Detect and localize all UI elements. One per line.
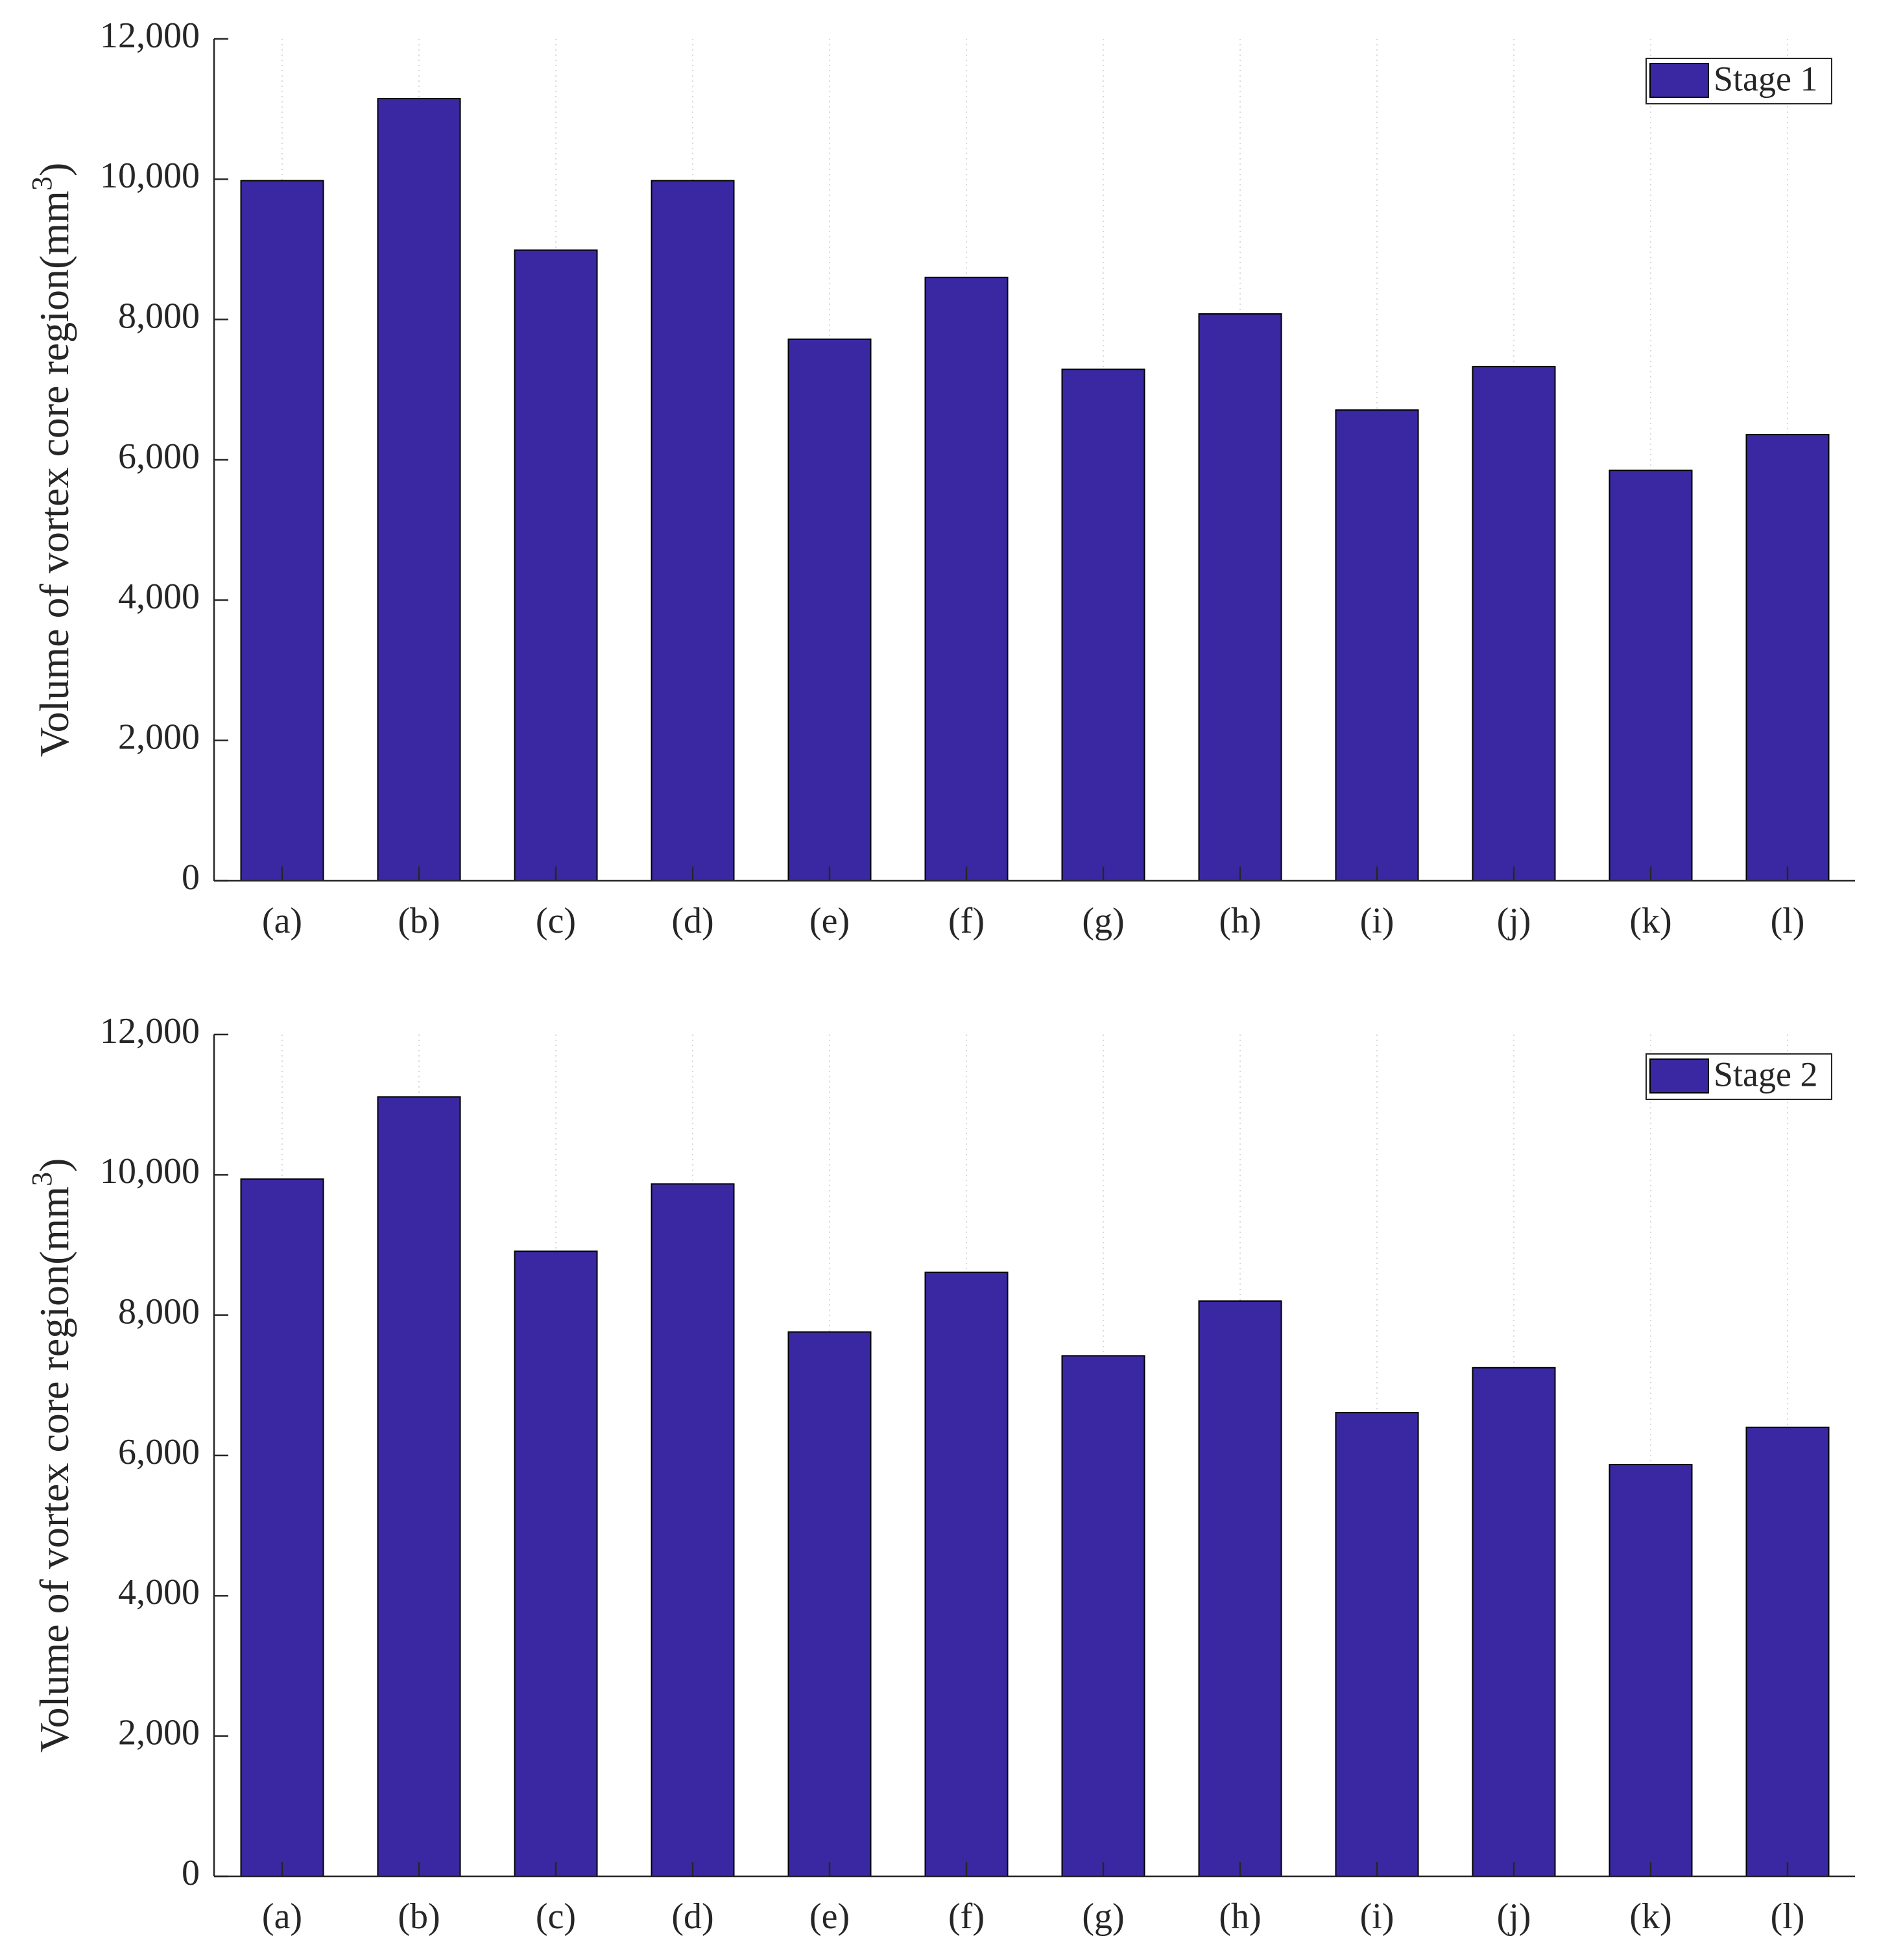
chart1-ytick-label: 12,000: [100, 16, 200, 56]
chart1-ytick-label: 4,000: [118, 577, 200, 617]
chart2-ylabel: Volume of vortex core region(mm3): [26, 1158, 77, 1753]
chart1-xtick-label: (c): [536, 901, 576, 941]
chart1-bar-k: [1609, 470, 1693, 881]
chart1-xtick-label: (i): [1360, 901, 1394, 941]
chart2-xtick-label: (b): [398, 1896, 440, 1937]
chart2-legend-swatch: [1649, 1058, 1709, 1094]
chart2-legend-label: Stage 2: [1714, 1055, 1817, 1094]
chart2-xtick-label: (i): [1360, 1896, 1394, 1937]
chart1-xtick-label: (b): [398, 901, 440, 941]
chart2-xtick-label: (e): [809, 1896, 850, 1937]
chart2-bar-j: [1472, 1367, 1556, 1878]
chart2-ylabel-sup: 3: [26, 1172, 58, 1186]
chart1-ytick-label: 8,000: [118, 296, 200, 337]
chart1-bar-h: [1198, 313, 1282, 882]
chart2-bar-e: [787, 1331, 872, 1878]
chart2-ytick-label: 8,000: [118, 1292, 200, 1332]
chart2-xtick-label: (h): [1219, 1896, 1261, 1937]
chart1-bar-f: [924, 276, 1009, 881]
chart2-bar-l: [1745, 1426, 1830, 1878]
chart1-bar-e: [787, 338, 872, 881]
chart1-ytick-label: 2,000: [118, 717, 200, 758]
chart1-xtick-label: (h): [1219, 901, 1261, 941]
chart2-bar-b: [377, 1096, 461, 1877]
chart2-bar-a: [240, 1178, 324, 1877]
chart1-ylabel-sup: 3: [26, 176, 58, 191]
chart2-ytick-label: 6,000: [118, 1432, 200, 1472]
chart2-bar-i: [1335, 1412, 1419, 1877]
chart1-bar-l: [1745, 434, 1830, 881]
chart1-ytick-label: 0: [182, 857, 200, 898]
chart2-bar-g: [1061, 1355, 1145, 1877]
chart2-xtick-label: (k): [1629, 1896, 1671, 1937]
chart1-bar-d: [651, 180, 735, 881]
chart1-xtick-label: (a): [262, 901, 302, 941]
chart1-panel: 0 2,000 4,000 6,000 8,000 10,000 12,000 (a) (b) (…: [26, 16, 1855, 941]
chart1-ylabel-main: Volume of vortex core region(mm: [31, 191, 77, 757]
chart2-ytick-label: 2,000: [118, 1713, 200, 1753]
chart1-ytick-label: 10,000: [100, 156, 200, 196]
chart2-panel: 0 2,000 4,000 6,000 8,000 10,000 12,000 (a) (b) (…: [26, 1011, 1855, 1937]
chart1-bar-j: [1472, 366, 1556, 881]
chart2-ytick-label: 12,000: [100, 1011, 200, 1051]
chart1-ylabel: Volume of vortex core region(mm3): [26, 163, 77, 758]
chart2-xtick-label: (f): [948, 1896, 985, 1937]
chart1-ytick-label: 6,000: [118, 436, 200, 477]
chart2-ytick-label: 0: [182, 1853, 200, 1893]
chart1-xtick-label: (j): [1497, 901, 1531, 941]
chart2-xtick-label: (d): [671, 1896, 713, 1937]
chart2-ylabel-main: Volume of vortex core region(mm: [31, 1186, 77, 1752]
chart2-bar-c: [514, 1250, 598, 1877]
chart1-xtick-label: (l): [1771, 901, 1805, 941]
chart1-xtick-label: (k): [1629, 901, 1671, 941]
chart1-legend: Stage 1: [1646, 58, 1832, 104]
chart2-bar-d: [651, 1183, 735, 1877]
chart1-xtick-label: (f): [948, 901, 985, 941]
chart1-bar-a: [240, 180, 324, 881]
chart2-ylabel-close: ): [31, 1158, 77, 1172]
chart2-xtick-label: (g): [1082, 1896, 1124, 1937]
chart2-ytick-label: 4,000: [118, 1572, 200, 1612]
chart1-bar-c: [514, 249, 598, 881]
chart1-bar-i: [1335, 409, 1419, 881]
chart2-legend: Stage 2: [1646, 1053, 1832, 1100]
chart1-xtick-label: (g): [1082, 901, 1124, 941]
chart1-xtick-label: (d): [671, 901, 713, 941]
chart1-bar-g: [1061, 368, 1145, 881]
chart2-bar-k: [1609, 1464, 1693, 1878]
chart2-xtick-label: (a): [262, 1896, 302, 1937]
chart1-legend-swatch: [1649, 63, 1709, 98]
chart1-ylabel-close: ): [31, 163, 77, 176]
chart1-legend-label: Stage 1: [1714, 59, 1817, 98]
chart1-xtick-label: (e): [809, 901, 850, 941]
chart2-ytick-label: 10,000: [100, 1151, 200, 1191]
chart1-bar-b: [377, 97, 461, 882]
chart2-bar-f: [924, 1271, 1009, 1878]
chart2-xtick-label: (j): [1497, 1896, 1531, 1937]
chart2-bar-h: [1198, 1300, 1282, 1877]
chart2-xtick-label: (c): [536, 1896, 576, 1937]
chart2-xtick-label: (l): [1771, 1896, 1805, 1937]
